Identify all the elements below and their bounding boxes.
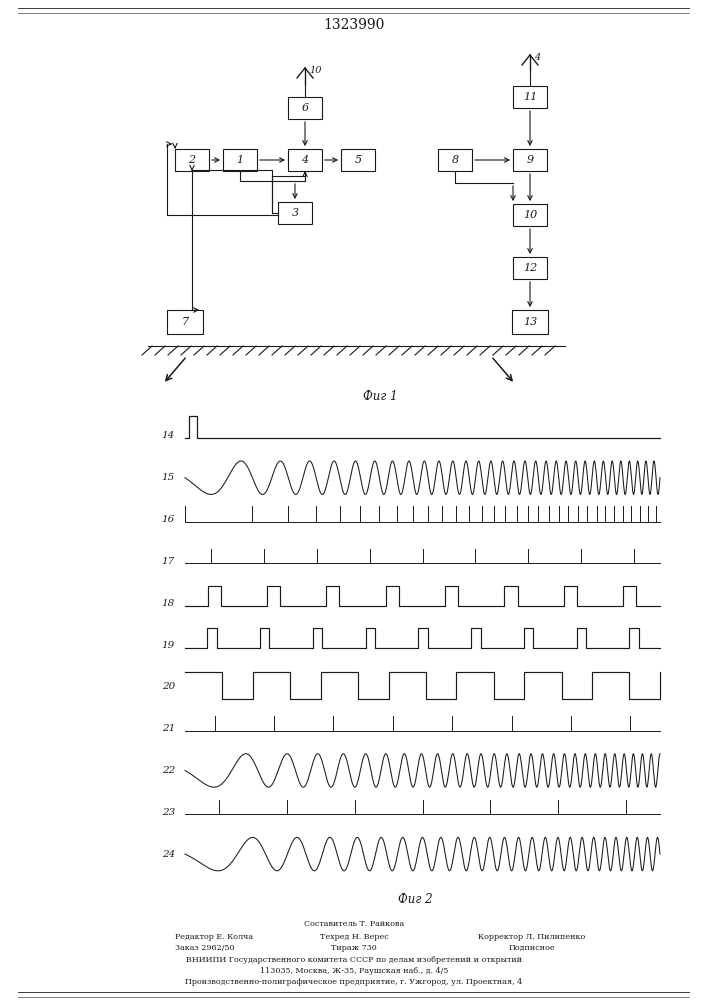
Bar (513, 204, 547, 226)
Text: Тираж 730: Тираж 730 (331, 944, 377, 952)
Bar (513, 257, 547, 279)
Text: 10: 10 (523, 210, 537, 220)
Text: Фиг 2: Фиг 2 (397, 893, 432, 906)
Text: 20: 20 (162, 682, 175, 691)
Text: 3: 3 (291, 208, 298, 218)
Text: 6: 6 (301, 103, 308, 113)
Text: Фиг 1: Фиг 1 (363, 390, 397, 403)
Text: 12: 12 (523, 263, 537, 273)
Text: Составитель Т. Райкова: Составитель Т. Райкова (304, 920, 404, 928)
Text: 2: 2 (189, 155, 196, 165)
Bar (288, 97, 322, 119)
Text: 13: 13 (523, 317, 537, 327)
Text: 1: 1 (236, 155, 244, 165)
Text: 10: 10 (309, 66, 322, 75)
Bar (341, 149, 375, 171)
Text: 113035, Москва, Ж-35, Раушская наб., д. 4/5: 113035, Москва, Ж-35, Раушская наб., д. … (259, 967, 448, 975)
Text: 4: 4 (534, 53, 540, 62)
Text: Заказ 2962/50: Заказ 2962/50 (175, 944, 235, 952)
Text: 8: 8 (452, 155, 459, 165)
Text: 17: 17 (162, 557, 175, 566)
Bar (278, 202, 312, 224)
Bar (513, 86, 547, 108)
Text: 7: 7 (182, 317, 189, 327)
Text: 1323990: 1323990 (323, 18, 385, 32)
Bar (167, 310, 203, 334)
Bar (513, 149, 547, 171)
Text: 19: 19 (162, 641, 175, 650)
Text: Производственно-полиграфическое предприятие, г. Ужгород, ул. Проектная, 4: Производственно-полиграфическое предприя… (185, 978, 522, 986)
Bar (438, 149, 472, 171)
Text: ВНИИПИ Государственного комитета СССР по делам изобретений и открытий: ВНИИПИ Государственного комитета СССР по… (186, 956, 522, 964)
Text: 4: 4 (301, 155, 308, 165)
Text: 23: 23 (162, 808, 175, 817)
Text: 24: 24 (162, 850, 175, 859)
Text: 14: 14 (162, 431, 175, 440)
Bar (223, 149, 257, 171)
Text: 11: 11 (523, 92, 537, 102)
Bar (512, 310, 548, 334)
Text: 18: 18 (162, 599, 175, 608)
Text: 15: 15 (162, 473, 175, 482)
Text: Техред Н. Верес: Техред Н. Верес (320, 933, 388, 941)
Text: 9: 9 (527, 155, 534, 165)
Text: 22: 22 (162, 766, 175, 775)
Bar (175, 149, 209, 171)
Text: Редактор Е. Колча: Редактор Е. Колча (175, 933, 253, 941)
Text: Корректор Л. Пилипенко: Корректор Л. Пилипенко (479, 933, 585, 941)
Bar (288, 149, 322, 171)
Text: 21: 21 (162, 724, 175, 733)
Text: 5: 5 (354, 155, 361, 165)
Text: 16: 16 (162, 515, 175, 524)
Text: Подписное: Подписное (509, 944, 555, 952)
